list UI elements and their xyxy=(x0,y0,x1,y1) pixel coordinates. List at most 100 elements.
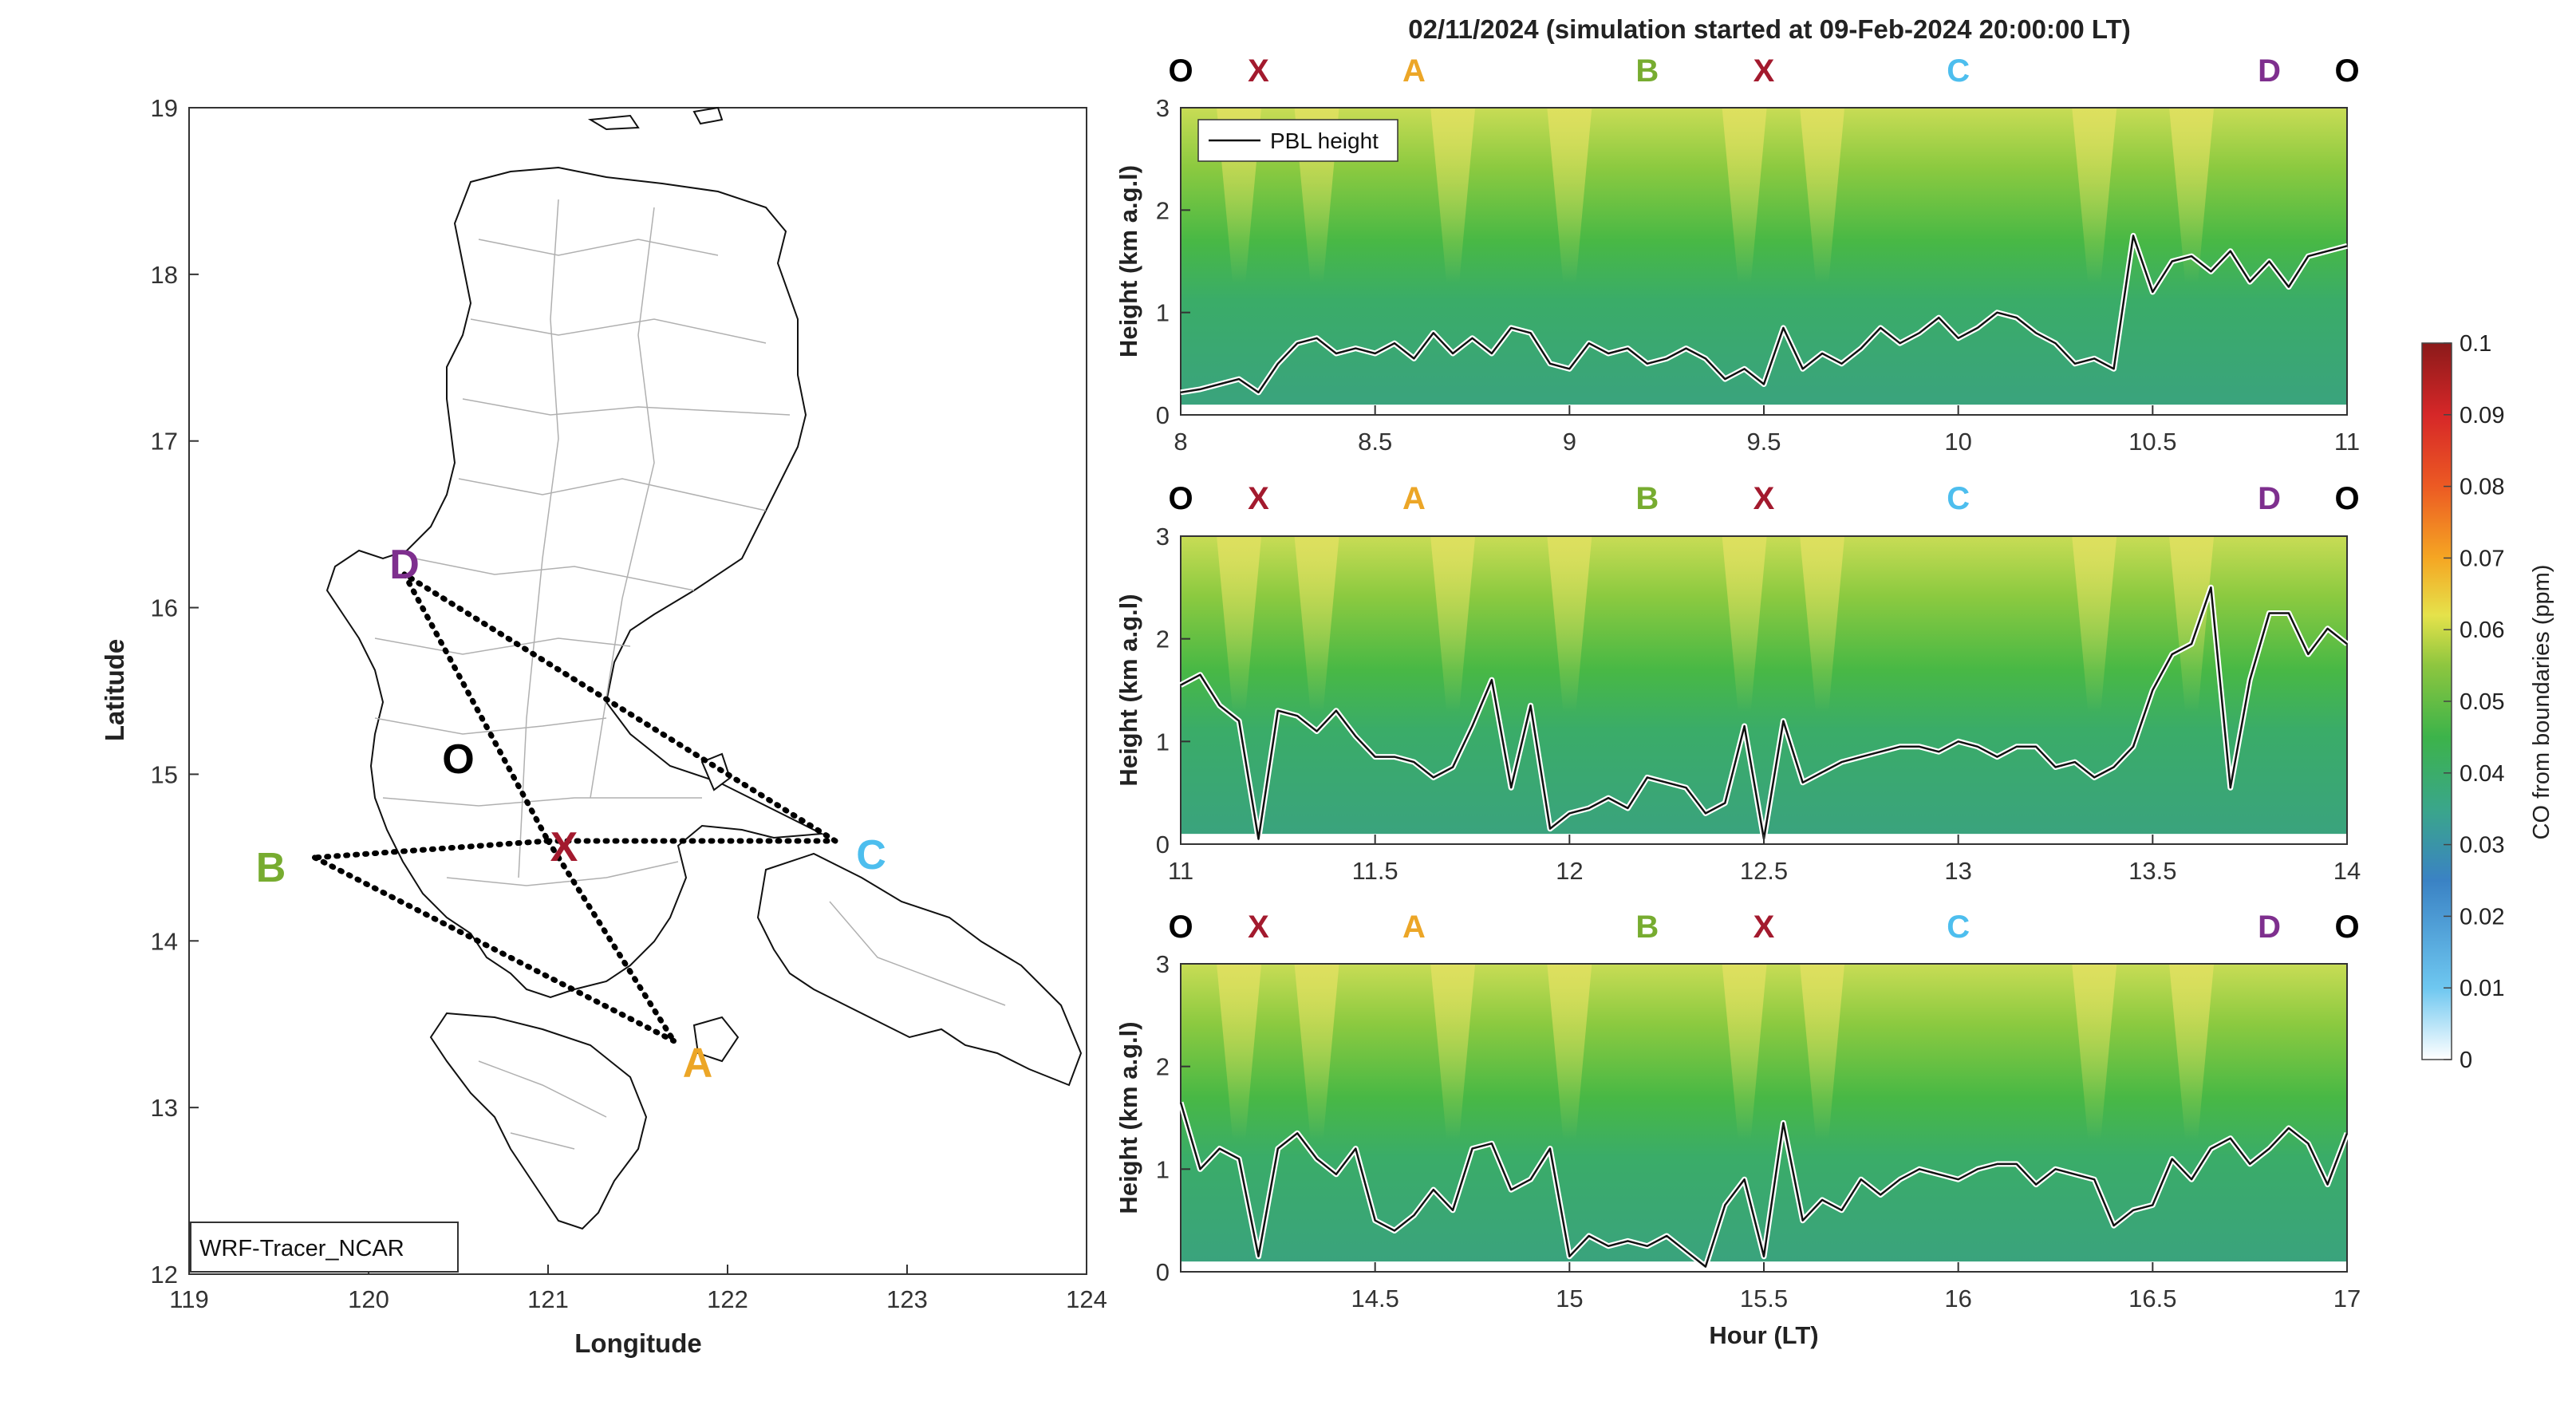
co-plume xyxy=(2169,536,2215,712)
map-y-tick-label: 15 xyxy=(151,760,178,788)
station-marker-B: B xyxy=(1635,481,1659,516)
route-segment-B-A xyxy=(312,855,677,1044)
route-point-A: A xyxy=(683,1040,713,1087)
panel-x-tick-label: 12 xyxy=(1556,857,1583,885)
station-marker-B: B xyxy=(1635,910,1659,945)
panel-x-tick-label: 14 xyxy=(2333,857,2361,885)
island-north xyxy=(587,114,640,131)
route-point-C: C xyxy=(856,832,886,878)
co-plume xyxy=(1800,536,1845,712)
panel-y-tick-label: 0 xyxy=(1156,1258,1170,1286)
map-y-tick-label: 16 xyxy=(151,594,178,622)
co-plume xyxy=(1547,108,1592,283)
station-marker-D: D xyxy=(2258,910,2281,945)
panel-x-tick-label: 15 xyxy=(1556,1285,1583,1312)
panel-x-tick-label: 17 xyxy=(2333,1285,2361,1312)
colorbar-tick-label: 0.03 xyxy=(2460,833,2504,858)
panel-x-tick-label: 13 xyxy=(1944,857,1971,885)
co-plume xyxy=(1722,964,1767,1139)
panel-y-tick-label: 3 xyxy=(1156,94,1170,122)
co-plume xyxy=(1722,536,1767,712)
route-segment-D-X xyxy=(401,571,551,844)
colorbar-label: CO from boundaries (ppm) xyxy=(2529,565,2554,840)
mindoro-landmass xyxy=(429,1012,648,1230)
panel-y-tick-label: 0 xyxy=(1156,401,1170,429)
map-x-tick-label: 120 xyxy=(348,1285,389,1313)
panel-x-tick-label: 14.5 xyxy=(1351,1285,1398,1312)
panel-y-tick-label: 1 xyxy=(1156,299,1170,327)
station-marker-X: X xyxy=(1753,53,1775,89)
map-y-tick-label: 17 xyxy=(151,428,178,456)
colorbar-tick-label: 0 xyxy=(2460,1048,2472,1073)
co-plume xyxy=(1547,964,1592,1139)
colorbar-tick-label: 0.1 xyxy=(2460,331,2491,357)
station-marker-O: O xyxy=(1168,910,1193,945)
station-marker-O: O xyxy=(1168,481,1193,516)
panel-x-tick-label: 12.5 xyxy=(1740,857,1788,885)
panel-3: 14.5 15 15.5 16 16.5 17 0 1 2 3 Height (km a.g.l) H… xyxy=(1114,910,2361,1349)
co-field xyxy=(1181,536,2347,835)
co-plume xyxy=(2072,536,2117,712)
station-marker-X: X xyxy=(1753,481,1775,516)
model-label: WRF-Tracer_NCAR xyxy=(199,1236,404,1261)
station-marker-A: A xyxy=(1402,910,1426,945)
route-segment-C-D xyxy=(401,571,838,844)
panel-x-tick-label: 10.5 xyxy=(2128,428,2176,456)
panel-y-tick-label: 2 xyxy=(1156,196,1170,224)
station-marker-X: X xyxy=(1248,53,1269,89)
island-marinduque xyxy=(692,1016,740,1063)
panel-x-tick-label: 16.5 xyxy=(2128,1285,2176,1312)
map-y-ticks: 12 13 14 15 16 17 18 19 xyxy=(151,94,199,1289)
panel-x-axis-label: Hour (LT) xyxy=(1709,1321,1818,1349)
co-plume xyxy=(1800,964,1845,1139)
map-y-tick-label: 19 xyxy=(151,94,178,122)
station-marker-O: O xyxy=(2334,910,2359,945)
map-y-tick-label: 13 xyxy=(151,1094,178,1122)
co-plume xyxy=(1722,108,1767,283)
colorbar-tick-label: 0.01 xyxy=(2460,976,2504,1001)
map-x-tick-label: 121 xyxy=(527,1285,569,1313)
luzon-landmass xyxy=(325,166,825,999)
panel-x-tick-label: 11 xyxy=(2334,428,2360,456)
map-y-axis-label: Latitude xyxy=(100,639,129,741)
map-x-tick-label: 123 xyxy=(886,1285,928,1313)
co-plume xyxy=(1217,964,1262,1139)
colorbar-tick-label: 0.07 xyxy=(2460,546,2504,571)
panel-x-tick-label: 10 xyxy=(1944,428,1971,456)
panel-y-tick-label: 2 xyxy=(1156,626,1170,653)
legend: PBL height xyxy=(1197,119,1398,162)
pbl-height-line xyxy=(1180,235,2348,394)
co-plume xyxy=(1547,536,1592,712)
map-y-tick-label: 18 xyxy=(151,261,178,289)
province-boundaries xyxy=(374,199,1006,1150)
station-marker-O: O xyxy=(1168,53,1193,89)
map-y-tick-label: 14 xyxy=(151,927,178,955)
route-lines xyxy=(312,571,838,1044)
colorbar-tick-label: 0.02 xyxy=(2460,904,2504,930)
panel-x-tick-label: 8 xyxy=(1174,428,1187,456)
map-y-tick-label: 12 xyxy=(151,1261,178,1289)
co-plume xyxy=(1430,108,1476,283)
co-plume xyxy=(1217,536,1262,712)
map-x-ticks: 119 120 121 122 123 124 xyxy=(169,1265,1107,1313)
map-x-axis-label: Longitude xyxy=(574,1328,701,1358)
colorbar-tick-label: 0.09 xyxy=(2460,403,2504,428)
panel-y-axis-label: Height (km a.g.l) xyxy=(1114,165,1142,357)
co-plume xyxy=(2169,108,2215,283)
station-marker-O: O xyxy=(2334,53,2359,89)
co-plume xyxy=(1294,536,1339,712)
colorbar: 0 0.01 0.02 0.03 0.04 0.05 0.06 0.07 0.08 0.09 0.1… xyxy=(2421,331,2554,1073)
co-plume xyxy=(1430,964,1476,1139)
legend-label: PBL height xyxy=(1270,128,1379,153)
map-x-tick-label: 124 xyxy=(1066,1285,1107,1313)
model-label-box xyxy=(190,1222,459,1273)
panel-y-tick-label: 2 xyxy=(1156,1053,1170,1081)
station-marker-D: D xyxy=(2258,481,2281,516)
station-marker-C: C xyxy=(1947,910,1970,945)
station-marker-C: C xyxy=(1947,53,1970,89)
route-point-O: O xyxy=(442,736,474,783)
co-plume xyxy=(1294,964,1339,1139)
route-point-D: D xyxy=(389,542,420,588)
